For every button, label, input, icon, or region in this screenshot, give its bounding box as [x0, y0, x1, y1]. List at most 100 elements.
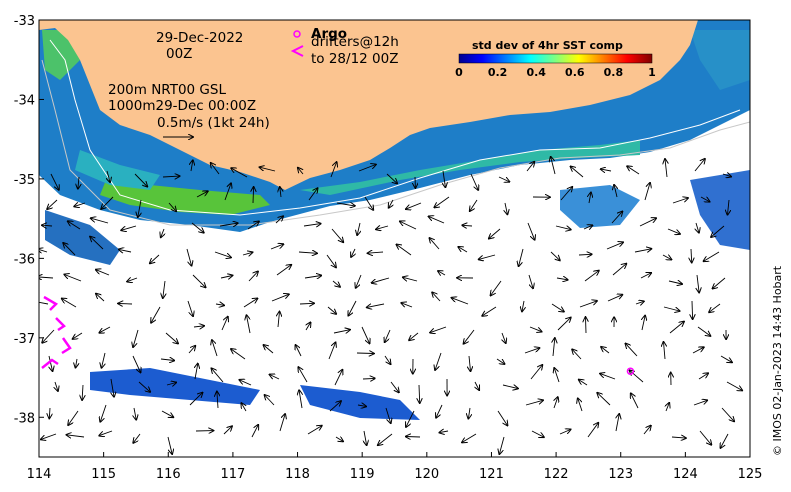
current-arrow — [385, 407, 391, 423]
current-arrow — [631, 393, 639, 409]
current-arrow — [496, 358, 505, 364]
x-tick-label: 120 — [414, 467, 439, 482]
current-arrow — [376, 226, 389, 229]
current-arrow — [356, 274, 362, 288]
sst-scatter-south2 — [300, 385, 420, 420]
current-arrow — [583, 225, 592, 229]
current-arrow — [434, 196, 450, 207]
current-arrow — [693, 400, 707, 406]
current-arrow — [296, 345, 302, 357]
current-arrow — [251, 425, 258, 438]
current-arrow — [367, 304, 385, 307]
current-arrow — [151, 306, 161, 323]
current-arrow — [666, 403, 669, 412]
current-arrow — [298, 252, 317, 253]
velocity-scale-label: 0.5m/s (1kt 24h) — [157, 115, 270, 131]
current-arrow — [90, 237, 104, 250]
current-arrow — [711, 225, 725, 237]
current-arrow — [47, 199, 58, 209]
current-arrow — [696, 222, 699, 233]
current-arrow — [278, 312, 280, 328]
current-arrow — [522, 300, 524, 311]
colorbar-tick-label: 0.8 — [604, 66, 624, 79]
current-arrow — [63, 243, 76, 256]
current-arrow — [42, 225, 53, 226]
current-arrow — [191, 222, 204, 233]
current-arrow — [482, 306, 497, 316]
current-arrow — [530, 365, 542, 380]
current-arrow — [726, 381, 742, 390]
current-arrow — [440, 431, 449, 433]
current-arrow — [614, 185, 617, 198]
current-arrow — [429, 216, 445, 224]
current-arrow — [572, 349, 582, 360]
current-arrow — [138, 381, 150, 392]
current-arrow — [330, 162, 337, 178]
current-arrow — [551, 303, 564, 312]
current-arrow — [722, 174, 731, 177]
current-arrow — [217, 392, 218, 409]
current-arrow — [231, 168, 248, 178]
colorbar-ticks: 0 0.2 0.4 0.6 0.8 1 — [455, 66, 656, 79]
current-arrow — [308, 188, 318, 201]
sst-high-patch — [100, 170, 270, 215]
current-arrow — [241, 403, 246, 412]
current-arrow — [195, 364, 198, 380]
current-arrow — [196, 191, 208, 198]
current-arrow — [491, 280, 502, 295]
current-arrow — [489, 228, 501, 239]
current-arrow — [607, 295, 622, 302]
current-arrow — [560, 187, 572, 201]
current-arrow — [161, 228, 164, 237]
x-tick-label: 119 — [350, 467, 375, 482]
current-arrow — [91, 218, 109, 224]
x-tick-label: 116 — [156, 467, 181, 482]
current-arrow — [331, 228, 343, 242]
current-arrow — [642, 316, 645, 331]
current-arrow — [694, 159, 705, 172]
current-arrow — [67, 435, 85, 437]
current-arrow — [527, 222, 535, 240]
drifter-track — [55, 317, 66, 332]
current-arrow — [220, 276, 232, 279]
credit-text: © IMOS 02-Jan-2023 14:43 Hobart — [771, 265, 784, 456]
current-arrow — [553, 338, 555, 357]
current-arrow — [215, 304, 224, 305]
current-arrow — [304, 276, 321, 279]
current-arrow — [280, 187, 281, 198]
current-arrow — [479, 254, 496, 259]
current-arrow — [600, 374, 616, 380]
colorbar-tick-label: 0.4 — [526, 66, 546, 79]
current-arrow — [189, 393, 202, 406]
current-arrow — [438, 271, 446, 275]
current-arrow — [326, 254, 336, 267]
current-arrow — [519, 248, 524, 266]
y-tick-label: -36 — [14, 252, 35, 267]
current-arrow — [188, 346, 195, 354]
current-arrow — [333, 330, 350, 333]
current-arrow — [242, 252, 252, 255]
current-arrow — [328, 343, 336, 360]
current-arrow — [720, 355, 732, 362]
current-arrow — [571, 167, 584, 178]
current-arrow — [132, 355, 141, 372]
colorbar-tick-label: 0 — [455, 66, 463, 79]
argo-legend-marker — [293, 30, 301, 38]
current-arrow — [430, 238, 440, 250]
current-arrow — [406, 437, 421, 438]
current-arrow — [635, 301, 644, 304]
current-arrow — [579, 380, 588, 386]
colorbar-title: std dev of 4hr SST comp — [472, 39, 623, 52]
current-arrow — [127, 278, 138, 282]
sst-coast-patch — [300, 140, 640, 195]
current-arrow — [299, 390, 302, 409]
current-arrow — [526, 162, 534, 172]
current-arrow — [307, 426, 322, 435]
current-arrow — [150, 254, 160, 263]
current-arrow — [505, 202, 507, 214]
sst-east-patch — [690, 30, 750, 90]
current-arrow — [332, 280, 340, 287]
current-arrow — [270, 375, 280, 380]
current-arrow — [224, 183, 231, 201]
